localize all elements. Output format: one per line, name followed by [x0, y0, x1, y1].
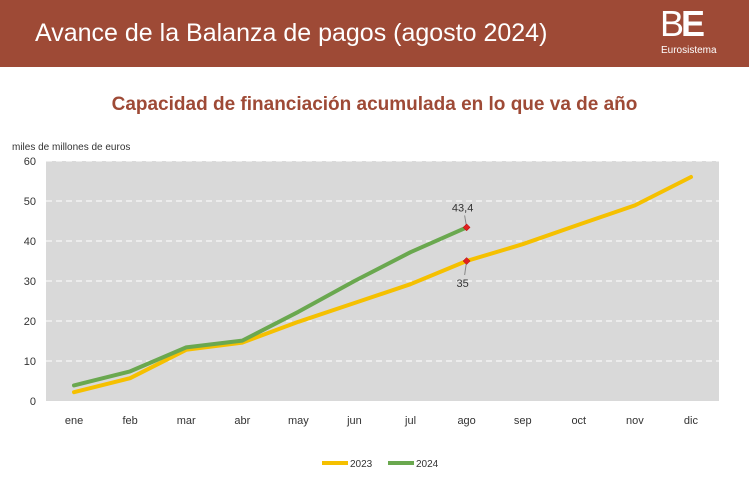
y-tick-label: 30 — [24, 276, 36, 288]
data-marker-2024-ago — [462, 223, 471, 232]
x-tick-label: ago — [457, 415, 475, 427]
x-tick-label: mar — [177, 415, 196, 427]
y-axis-label: miles de millones de euros — [12, 142, 130, 153]
y-tick-label: 50 — [24, 196, 36, 208]
series-line-2023 — [72, 175, 693, 395]
y-tick-label: 0 — [30, 396, 36, 408]
logo-subtitle: Eurosistema — [661, 45, 717, 56]
x-tick-label: oct — [571, 415, 586, 427]
y-tick-label: 40 — [24, 236, 36, 248]
chart-title: Capacidad de financiación acumulada en l… — [111, 94, 638, 115]
x-tick-label: sep — [514, 415, 532, 427]
legend-label-2023: 2023 — [350, 459, 373, 470]
logo-mark: BE — [660, 3, 705, 44]
banco-de-espana-logo: BE Eurosistema — [660, 5, 740, 60]
y-tick-label: 60 — [24, 156, 36, 168]
x-tick-label: may — [288, 415, 309, 427]
logo-letter-e: E — [681, 3, 705, 44]
x-tick-label: abr — [234, 415, 250, 427]
x-tick-label: jul — [404, 415, 416, 427]
header-bar: Avance de la Balanza de pagos (agosto 20… — [0, 0, 749, 67]
x-tick-label: jun — [346, 415, 362, 427]
series-line-2024 — [72, 225, 469, 388]
y-tick-label: 20 — [24, 316, 36, 328]
data-label-2023: 35 — [457, 278, 469, 290]
data-label-2024: 43,4 — [452, 202, 473, 214]
y-tick-label: 10 — [24, 356, 36, 368]
logo-letter-b: B — [660, 3, 684, 44]
x-tick-label: dic — [684, 415, 699, 427]
x-tick-label: ene — [65, 415, 83, 427]
page-title: Avance de la Balanza de pagos (agosto 20… — [35, 19, 548, 47]
x-tick-label: nov — [626, 415, 644, 427]
x-tick-label: feb — [122, 415, 137, 427]
data-marker-2023-ago — [462, 257, 471, 265]
legend-label-2024: 2024 — [416, 459, 439, 470]
